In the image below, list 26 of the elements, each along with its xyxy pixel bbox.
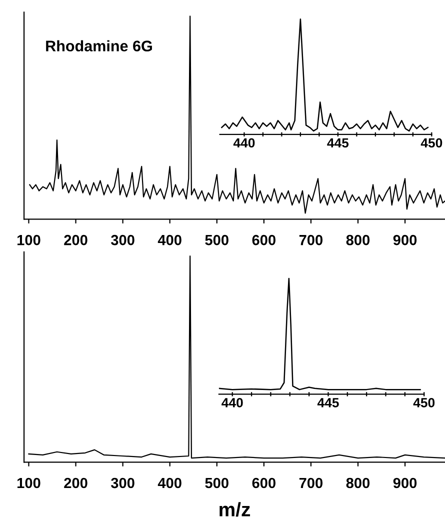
x-tick-label: 600 (252, 478, 276, 488)
x-tick-label: 100 (17, 234, 40, 246)
x-tick-label: 800 (346, 478, 370, 488)
x-tick-label: 100 (17, 478, 40, 488)
x-tick-label: 500 (205, 234, 228, 246)
annotation: Rhodamine 6G (46, 40, 152, 52)
x-tick-label: 450 (420, 138, 442, 148)
x-tick-label: 300 (110, 234, 134, 246)
x-tick-label: 400 (158, 234, 182, 246)
x-tick-label: 450 (413, 398, 435, 408)
x-tick-label: 900 (393, 478, 417, 488)
x-tick-label: 445 (317, 398, 339, 408)
x-tick-label: 600 (252, 234, 276, 246)
x-axis-title: m/z (220, 502, 250, 517)
x-tick-label: 500 (205, 478, 228, 488)
x-tick-label: 700 (299, 478, 323, 488)
x-tick-label: 800 (346, 234, 370, 246)
x-tick-label: 400 (158, 478, 182, 488)
x-tick-label: 440 (222, 398, 243, 408)
x-tick-label: 300 (110, 478, 134, 488)
x-tick-label: 445 (327, 138, 349, 148)
x-tick-label: 200 (64, 478, 88, 488)
x-tick-label: 700 (299, 234, 323, 246)
x-tick-label: 200 (64, 234, 88, 246)
x-tick-label: 440 (233, 138, 255, 148)
x-tick-label: 900 (393, 234, 417, 246)
